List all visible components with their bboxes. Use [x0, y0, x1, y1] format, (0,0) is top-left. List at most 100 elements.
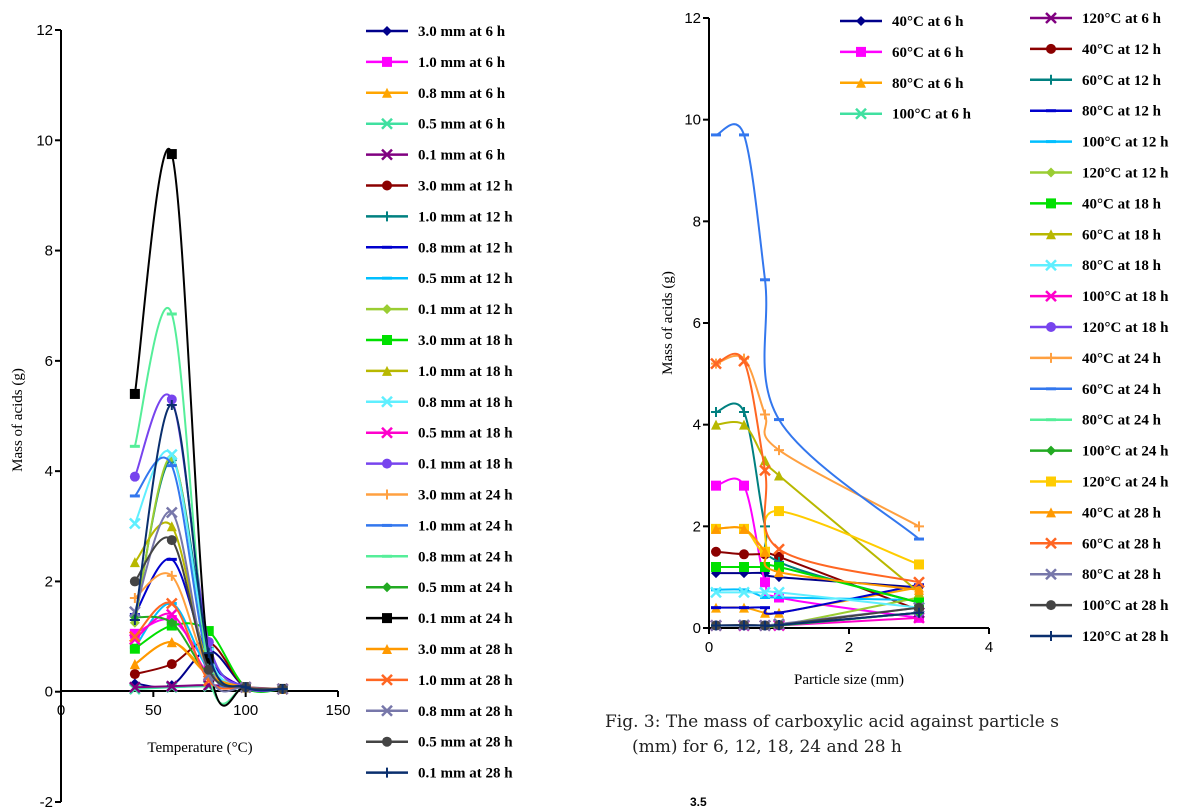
series-40c-at-28-h — [711, 523, 924, 595]
temperature-chart-y-tick-label: 10 — [36, 132, 53, 149]
data-point — [738, 355, 750, 368]
legend-marker — [381, 704, 393, 717]
data-point — [774, 619, 784, 630]
series-line — [715, 590, 920, 609]
legend-label: 0.8 mm at 6 h — [418, 86, 506, 102]
legend-label: 0.1 mm at 24 h — [418, 611, 513, 627]
series-120c-at-18-h — [711, 607, 924, 631]
data-point — [710, 357, 722, 370]
legend-label: 0.5 mm at 28 h — [418, 735, 513, 751]
data-point — [914, 607, 924, 618]
legend-label: 100°C at 28 h — [1082, 598, 1169, 614]
legend-item-120c-at-28-h: 120°C at 28 h — [1030, 629, 1169, 645]
data-point — [711, 546, 721, 557]
data-point — [129, 615, 140, 626]
temperature-chart-y-tick-label: 8 — [45, 243, 53, 260]
legend-label: 120°C at 18 h — [1082, 320, 1169, 336]
data-point — [739, 480, 749, 491]
legend-label: 0.8 mm at 24 h — [418, 549, 513, 565]
legend-item-0-5-mm-at-12-h: 0.5 mm at 12 h — [366, 271, 513, 287]
data-point — [128, 681, 141, 694]
legend-label: 1.0 mm at 18 h — [418, 364, 513, 380]
data-point — [913, 601, 925, 614]
data-point — [773, 543, 785, 556]
data-point — [760, 577, 770, 588]
series-line — [716, 596, 920, 629]
data-point — [129, 576, 140, 587]
legend-label: 0.1 mm at 28 h — [418, 766, 513, 782]
legend-label: 120°C at 12 h — [1082, 166, 1169, 182]
data-point — [759, 619, 771, 632]
series-line — [715, 421, 920, 594]
data-point — [166, 659, 177, 670]
data-point — [277, 683, 288, 694]
series-120c-at-6-h — [710, 606, 925, 632]
legend-marker — [1046, 600, 1056, 611]
particle-size-chart-y-tick-label: 0 — [693, 620, 701, 637]
legend-label: 80°C at 6 h — [892, 76, 964, 92]
data-point — [240, 682, 251, 693]
legend-marker — [381, 117, 393, 130]
legend-marker — [1046, 476, 1056, 487]
data-point — [914, 607, 924, 618]
data-point — [739, 619, 749, 630]
temperature-chart-axes: -2 0 2 4 6 8 10 12 0 50 100 150 — [36, 22, 350, 808]
data-point — [711, 620, 721, 631]
legend-label: 3.0 mm at 6 h — [418, 24, 506, 40]
legend-marker — [1046, 507, 1056, 518]
series-line — [716, 616, 920, 628]
data-point — [128, 633, 141, 646]
series-line — [715, 510, 920, 566]
legend-label: 40°C at 6 h — [892, 14, 964, 30]
legend-item-0-8-mm-at-24-h: 0.8 mm at 24 h — [366, 549, 513, 565]
data-point — [711, 419, 721, 430]
legend-marker — [856, 46, 866, 57]
data-point — [129, 388, 140, 399]
particle-size-chart-y-tick-label: 6 — [693, 315, 701, 332]
data-point — [710, 619, 722, 632]
temperature-chart-y-tick-label: 0 — [45, 684, 53, 701]
data-point — [759, 464, 771, 477]
legend-marker — [382, 458, 392, 469]
series-100c-at-24-h — [711, 607, 924, 631]
data-point — [711, 406, 721, 417]
data-point — [203, 653, 214, 664]
legend-label: 60°C at 24 h — [1082, 382, 1162, 398]
data-point — [759, 619, 771, 632]
legend-item-100c-at-18-h: 100°C at 18 h — [1030, 289, 1169, 305]
data-point — [166, 570, 177, 581]
legend-marker — [1046, 445, 1056, 456]
data-point — [166, 535, 177, 546]
series-40c-at-24-h — [711, 353, 924, 532]
series-line — [716, 563, 920, 604]
data-point — [760, 607, 770, 618]
legend-item-40c-at-6-h: 40°C at 6 h — [840, 14, 964, 30]
temperature-chart-y-tick-label: 4 — [45, 463, 53, 480]
data-point — [914, 582, 924, 593]
data-point — [129, 643, 140, 654]
legend-label: 1.0 mm at 28 h — [418, 673, 513, 689]
legend-item-80c-at-18-h: 80°C at 18 h — [1030, 258, 1162, 274]
data-point — [760, 546, 770, 557]
data-point — [739, 406, 749, 417]
legend-label: 0.5 mm at 24 h — [418, 580, 513, 596]
legend-label: 3.0 mm at 18 h — [418, 333, 513, 349]
partial-y-tick-label: 3.5 — [690, 795, 707, 808]
legend-item-60c-at-12-h: 60°C at 12 h — [1030, 73, 1162, 89]
series-line — [716, 571, 920, 589]
series-60c-at-28-h — [710, 352, 925, 589]
caption-line-2: (mm) for 6, 12, 18, 24 and 28 h — [632, 737, 902, 757]
legend-label: 60°C at 6 h — [892, 45, 964, 61]
legend-label: 100°C at 24 h — [1082, 444, 1169, 460]
data-point — [129, 471, 140, 482]
data-point — [774, 619, 784, 630]
legend-label: 80°C at 18 h — [1082, 258, 1162, 274]
legend-item-1-0-mm-at-28-h: 1.0 mm at 28 h — [366, 673, 513, 689]
series-line — [715, 402, 920, 604]
legend-marker — [382, 736, 392, 747]
data-point — [739, 568, 749, 579]
legend-marker — [1046, 631, 1056, 641]
data-point — [166, 399, 177, 410]
data-point — [773, 619, 785, 631]
legend-label: 1.0 mm at 24 h — [418, 518, 513, 534]
